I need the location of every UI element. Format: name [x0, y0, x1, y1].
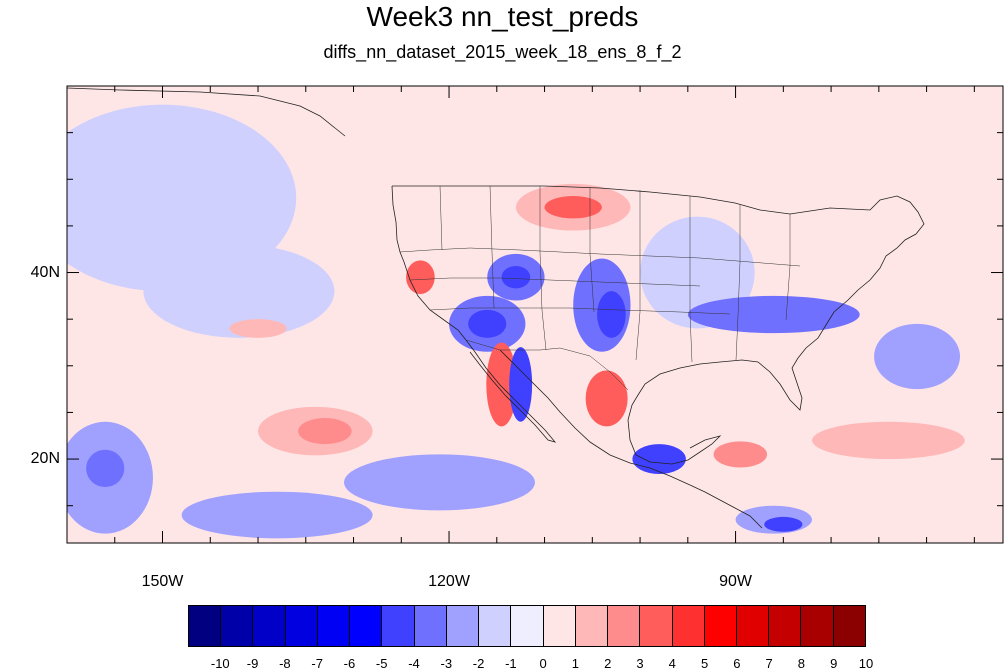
colorbar-label: -3 [440, 656, 453, 671]
colorbar-label: 0 [539, 656, 547, 671]
colorbar-label: -8 [279, 656, 291, 671]
colorbar-label: -2 [472, 656, 485, 671]
colorbar-label: 4 [668, 656, 676, 671]
colorbar-swatch [317, 606, 351, 646]
colorbar-swatch [801, 606, 834, 646]
map-title: Week3 nn_test_preds [366, 1, 639, 32]
colorbar-swatch [704, 606, 737, 646]
colorbar-label: 8 [797, 656, 806, 671]
plot-frame [66, 85, 1004, 544]
colorbar-swatch [221, 606, 254, 646]
positive-anomaly-region [811, 421, 965, 460]
us-west-coast [391, 185, 467, 341]
colorbar-label: 1 [571, 656, 580, 671]
colorbar-swatch [253, 606, 286, 646]
colorbar-label: -6 [343, 656, 356, 671]
axis-ticks [67, 86, 1003, 543]
us-canada-outline [392, 185, 925, 421]
state-borders [399, 185, 801, 391]
alaska-panhandle [67, 87, 346, 137]
negative-anomaly-region [67, 104, 297, 292]
colorbar-swatch [382, 606, 415, 646]
colorbar-swatch [285, 606, 318, 646]
negative-anomaly-region [501, 266, 531, 289]
negative-anomaly-region [86, 449, 125, 488]
colorbar-label: -10 [210, 656, 230, 671]
map-subtitle: diffs_nn_dataset_2015_week_18_ens_8_f_2 [323, 42, 682, 62]
positive-anomaly-region [585, 370, 628, 427]
negative-anomaly-region [687, 295, 860, 334]
negative-anomaly-region [343, 454, 535, 511]
colorbar-label: 9 [830, 656, 838, 671]
colorbar [188, 605, 866, 647]
positive-anomaly-region [713, 441, 768, 468]
colorbar-swatch [189, 606, 222, 646]
colorbar-swatch [736, 606, 770, 646]
colorbar-swatch [446, 606, 480, 646]
negative-anomaly-region [143, 244, 335, 338]
positive-anomaly-region [229, 319, 287, 338]
colorbar-swatch [575, 606, 609, 646]
colorbar-label: 5 [700, 656, 709, 671]
baja-california [465, 339, 557, 443]
mexico-west-coast [499, 349, 691, 486]
colorbar-label: -1 [505, 656, 517, 671]
colorbar-label: -5 [375, 656, 388, 671]
contour-field [67, 104, 965, 539]
positive-anomaly-region [298, 418, 352, 445]
positive-anomaly-region [544, 196, 602, 219]
colorbar-label: -4 [408, 656, 420, 671]
colorbar-swatch [543, 606, 576, 646]
colorbar-swatch [479, 606, 512, 646]
colorbar-label: -9 [246, 656, 259, 671]
latitude-label: 20N [30, 450, 60, 468]
longitude-label: 120W [428, 573, 470, 590]
colorbar-swatch [672, 606, 705, 646]
colorbar-swatch [350, 606, 383, 646]
colorbar-label: -7 [311, 656, 323, 671]
central-america [689, 484, 763, 529]
negative-anomaly-region [632, 444, 686, 474]
negative-anomaly-region [181, 491, 373, 539]
negative-anomaly-region [509, 347, 533, 422]
positive-anomaly-region [406, 260, 435, 294]
negative-anomaly-region [468, 309, 507, 338]
colorbar-swatch [833, 606, 865, 646]
colorbar-label: 10 [858, 656, 874, 671]
colorbar-label: 3 [636, 656, 644, 671]
longitude-label: 150W [141, 573, 184, 590]
latitude-label: 40N [30, 263, 60, 281]
coastlines [67, 87, 925, 529]
colorbar-label: 2 [604, 656, 612, 671]
colorbar-swatch [769, 606, 802, 646]
longitude-label: 90W [719, 573, 753, 590]
colorbar-label: 7 [765, 656, 773, 671]
colorbar-label: 6 [733, 656, 741, 671]
negative-anomaly-region [597, 291, 626, 338]
mexico-gulf-coast [627, 419, 722, 465]
positive-anomaly-region [486, 342, 517, 427]
negative-anomaly-region [764, 516, 803, 532]
colorbar-swatch [640, 606, 673, 646]
colorbar-swatch [414, 606, 447, 646]
negative-anomaly-region [874, 323, 961, 390]
colorbar-swatch [511, 606, 544, 646]
colorbar-swatch [608, 606, 641, 646]
